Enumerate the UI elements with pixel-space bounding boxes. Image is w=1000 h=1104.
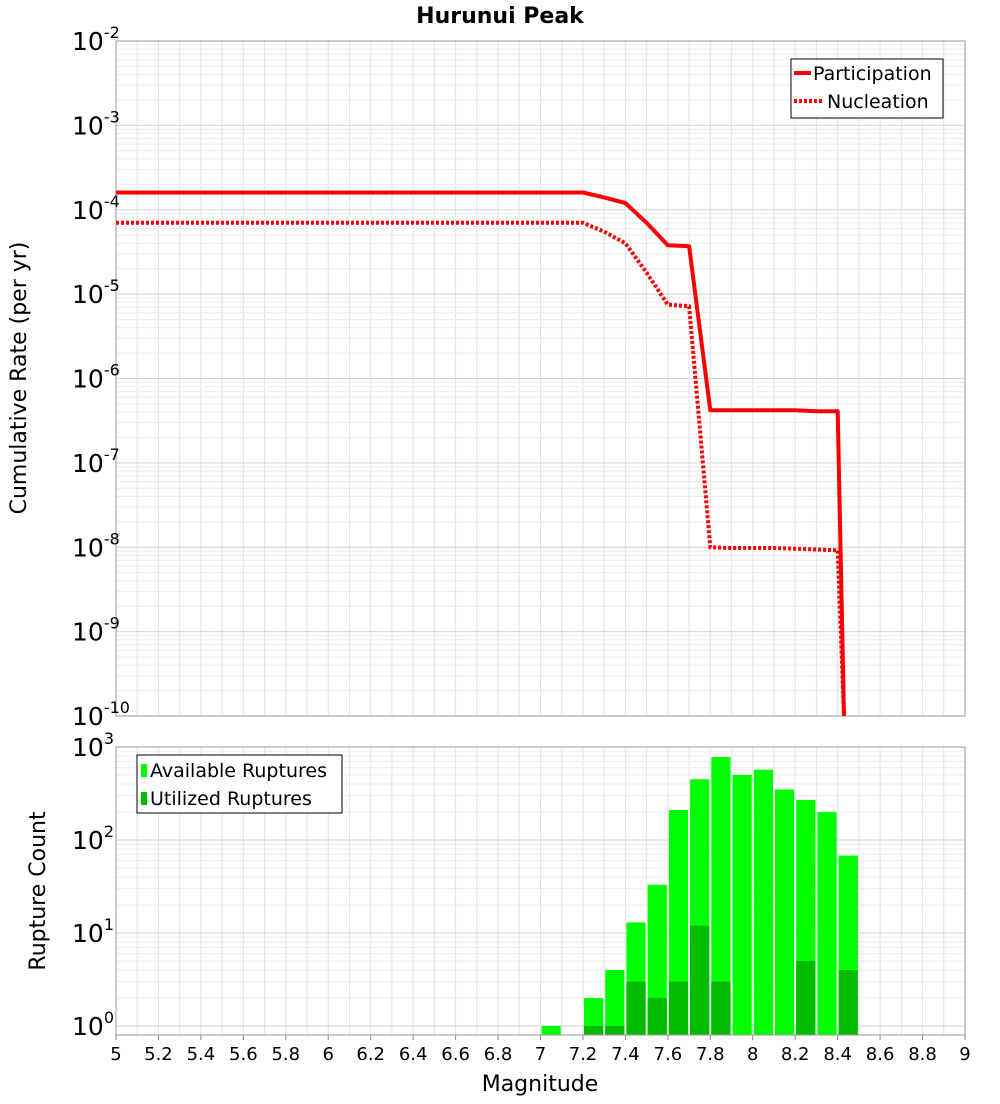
top-y-tick-label: 10-4 [72, 192, 120, 225]
utilized-rupture-bar [796, 961, 815, 1035]
x-tick-label: 5.8 [271, 1044, 300, 1065]
top-plot-series [116, 192, 844, 716]
top-legend: Participation Nucleation [791, 59, 943, 118]
bottom-y-axis-ticks: 100 101 102 103 [72, 729, 114, 1041]
x-tick-label: 8.8 [908, 1044, 937, 1065]
utilized-rupture-bar [605, 1026, 624, 1035]
legend-participation-label: Participation [813, 63, 932, 85]
legend-available-label: Available Ruptures [150, 760, 327, 782]
top-y-tick-label: 10-5 [72, 276, 120, 309]
bottom-plot-bars [542, 757, 858, 1035]
x-axis-ticks: 5 5.2 5.4 5.6 5.8 6 6.2 6.4 6.6 6.8 7 7.2 7.4 7.6 7.8 8… [110, 1035, 970, 1065]
x-tick-label: 5.6 [229, 1044, 258, 1065]
x-tick-label: 7.4 [611, 1044, 640, 1065]
bottom-y-tick-label: 102 [72, 822, 114, 855]
available-rupture-bar [733, 775, 752, 1035]
utilized-rupture-bar [626, 982, 645, 1035]
series-line-nucleation [116, 223, 844, 716]
x-tick-label: 8.2 [781, 1044, 810, 1065]
top-plot-grid [116, 41, 965, 716]
chart-title: Hurunui Peak [416, 4, 585, 29]
legend-nucleation-label: Nucleation [827, 91, 929, 113]
x-tick-label: 5 [110, 1044, 121, 1065]
available-rupture-bar [605, 970, 624, 1035]
top-y-tick-label: 10-3 [72, 107, 120, 140]
top-y-tick-label: 10-10 [72, 698, 130, 731]
x-tick-label: 7.2 [569, 1044, 598, 1065]
bottom-y-tick-label: 100 [72, 1008, 114, 1041]
utilized-rupture-bar [584, 1026, 603, 1035]
utilized-rupture-bar [690, 926, 709, 1035]
x-tick-label: 6.4 [399, 1044, 428, 1065]
x-tick-label: 8 [747, 1044, 758, 1065]
series-line-participation [116, 193, 844, 717]
x-tick-label: 7.8 [696, 1044, 725, 1065]
top-y-axis-label: Cumulative Rate (per yr) [7, 242, 32, 515]
x-tick-label: 6.6 [441, 1044, 470, 1065]
legend-utilized-label: Utilized Ruptures [150, 788, 312, 810]
top-y-tick-label: 10-9 [72, 614, 120, 647]
bottom-legend: Available Ruptures Utilized Ruptures [137, 755, 342, 813]
bottom-y-tick-label: 103 [72, 729, 114, 762]
x-tick-label: 8.6 [866, 1044, 895, 1065]
bottom-y-tick-label: 101 [72, 915, 114, 948]
available-rupture-bar [542, 1026, 561, 1035]
available-rupture-bar [754, 770, 773, 1035]
legend-utilized-swatch [141, 792, 147, 805]
x-tick-label: 7.6 [654, 1044, 683, 1065]
top-y-tick-label: 10-7 [72, 445, 120, 478]
top-y-tick-label: 10-6 [72, 361, 120, 394]
available-rupture-bar [817, 812, 836, 1035]
top-y-tick-label: 10-8 [72, 529, 120, 562]
x-axis-label: Magnitude [482, 1072, 599, 1097]
x-tick-label: 8.4 [823, 1044, 852, 1065]
x-tick-label: 6.8 [484, 1044, 513, 1065]
x-tick-label: 6.2 [356, 1044, 385, 1065]
available-rupture-bar [775, 789, 794, 1035]
legend-available-swatch [141, 764, 147, 777]
utilized-rupture-bar [839, 970, 858, 1035]
x-tick-label: 9 [959, 1044, 970, 1065]
bottom-y-axis-label: Rupture Count [26, 811, 51, 971]
utilized-rupture-bar [648, 998, 667, 1035]
x-tick-label: 7 [535, 1044, 546, 1065]
top-y-tick-label: 10-2 [72, 23, 120, 56]
x-tick-label: 6 [323, 1044, 334, 1065]
utilized-rupture-bar [711, 982, 730, 1035]
utilized-rupture-bar [669, 982, 688, 1035]
x-tick-label: 5.2 [144, 1044, 173, 1065]
x-tick-label: 5.4 [187, 1044, 216, 1065]
